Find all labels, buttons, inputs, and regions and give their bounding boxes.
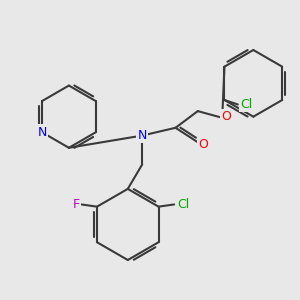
Text: F: F [72,198,80,211]
Text: Cl: Cl [177,198,189,211]
Text: N: N [137,129,147,142]
Text: O: O [222,110,232,123]
Text: Cl: Cl [241,98,253,111]
Text: N: N [37,126,46,139]
Text: O: O [198,138,208,151]
